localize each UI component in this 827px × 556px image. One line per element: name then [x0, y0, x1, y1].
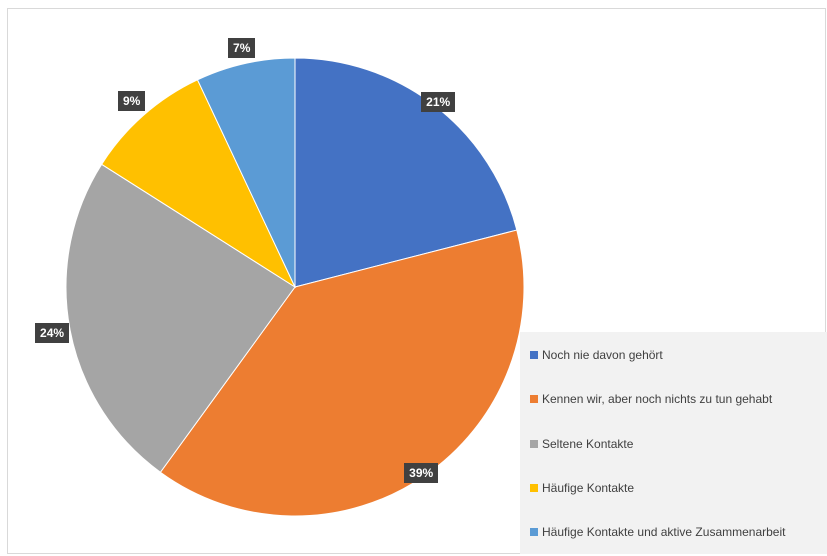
legend: Noch nie davon gehört Kennen wir, aber n… — [520, 332, 827, 554]
legend-swatch — [530, 528, 538, 536]
data-label-7: 7% — [228, 37, 256, 58]
legend-swatch — [530, 440, 538, 448]
slice-haeufige-aktive — [196, 57, 296, 288]
slice-seltene — [65, 163, 296, 473]
legend-label: Noch nie davon gehört — [542, 348, 663, 362]
legend-item-noch-nie: Noch nie davon gehört — [530, 348, 663, 362]
legend-item-seltene: Seltene Kontakte — [530, 437, 633, 451]
legend-label: Häufige Kontakte und aktive Zusammenarbe… — [542, 525, 786, 539]
data-label-9: 9% — [117, 91, 146, 112]
legend-label: Seltene Kontakte — [542, 437, 634, 451]
legend-label: Kennen wir, aber noch nichts zu tun geha… — [542, 392, 773, 406]
data-label-39: 39% — [404, 462, 439, 483]
legend-swatch — [530, 484, 538, 492]
legend-label: Häufige Kontakte — [542, 481, 635, 495]
legend-swatch — [530, 351, 538, 359]
legend-swatch — [530, 395, 538, 403]
data-label-21: 21% — [421, 92, 456, 113]
data-label-24: 24% — [35, 323, 70, 344]
slice-haeufige — [100, 79, 297, 289]
legend-item-kennen-wir: Kennen wir, aber noch nichts zu tun geha… — [530, 392, 772, 406]
legend-item-haeufige-aktive: Häufige Kontakte und aktive Zusammenarbe… — [530, 525, 785, 539]
legend-item-haeufige: Häufige Kontakte — [530, 481, 634, 495]
